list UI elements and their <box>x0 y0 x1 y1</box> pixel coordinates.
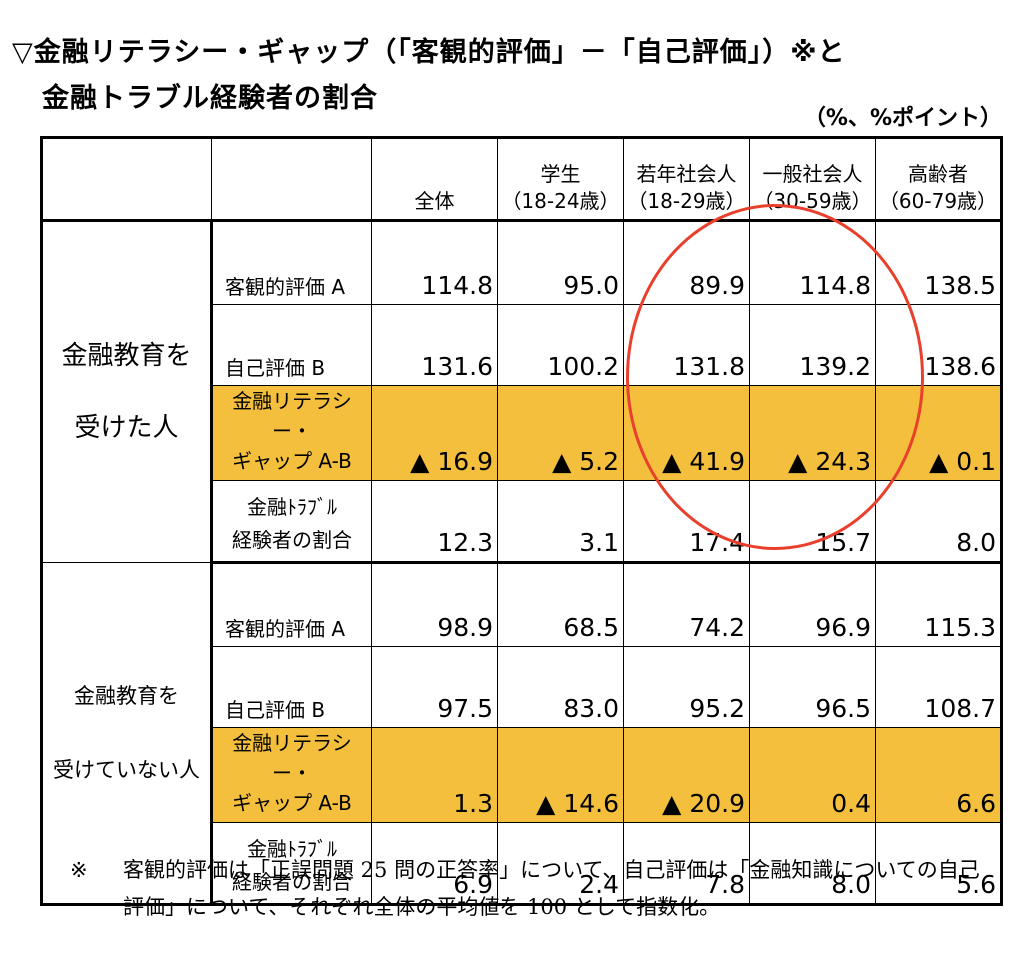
table-cell: 12.3 <box>372 481 498 563</box>
table-cell: 95.2 <box>624 647 750 728</box>
row-label: 金融ﾄﾗﾌﾞﾙ 経験者の割合 <box>212 481 372 563</box>
table-cell: ▲ 41.9 <box>624 386 750 481</box>
table-row: 金融教育を 受けた人 客観的評価 A 114.8 95.0 89.9 114.8… <box>42 221 1002 305</box>
row-label: 自己評価 B <box>212 305 372 386</box>
table-cell: 139.2 <box>750 305 876 386</box>
table-cell: 96.5 <box>750 647 876 728</box>
table-cell: 97.5 <box>372 647 498 728</box>
document-subtitle: 金融トラブル経験者の割合 <box>42 76 378 115</box>
column-header: 全体 <box>372 138 498 221</box>
table-cell: 98.9 <box>372 563 498 647</box>
table-cell: 138.5 <box>876 221 1002 305</box>
table-cell: ▲ 5.2 <box>498 386 624 481</box>
table-cell: 131.8 <box>624 305 750 386</box>
column-header: 若年社会人 （18-29歳） <box>624 138 750 221</box>
table-cell: 95.0 <box>498 221 624 305</box>
table-cell: ▲ 24.3 <box>750 386 876 481</box>
row-label: 自己評価 B <box>212 647 372 728</box>
footnote-mark: ※ <box>70 852 88 889</box>
table-cell: 83.0 <box>498 647 624 728</box>
literacy-gap-table: 全体 学生 （18-24歳） 若年社会人 （18-29歳） 一般社会人 （30-… <box>40 136 1003 906</box>
row-label: 金融リテラシー・ ギャップ A-B <box>212 728 372 823</box>
column-header: 一般社会人 （30-59歳） <box>750 138 876 221</box>
table-cell: 89.9 <box>624 221 750 305</box>
table-cell: 17.4 <box>624 481 750 563</box>
footnote: ※ 客観的評価は「正誤問題 25 問の正答率」について、自己評価は「金融知識につ… <box>70 852 1000 926</box>
footnote-text: 客観的評価は「正誤問題 25 問の正答率」について、自己評価は「金融知識について… <box>123 852 1000 926</box>
table-row: 金融教育を 受けていない人 客観的評価 A 98.9 68.5 74.2 96.… <box>42 563 1002 647</box>
table-cell: ▲ 16.9 <box>372 386 498 481</box>
row-label: 客観的評価 A <box>212 221 372 305</box>
table-cell: 8.0 <box>876 481 1002 563</box>
table-cell: 138.6 <box>876 305 1002 386</box>
table-cell: 96.9 <box>750 563 876 647</box>
table-cell: 0.4 <box>750 728 876 823</box>
column-header: 高齢者 （60-79歳） <box>876 138 1002 221</box>
table-cell: 131.6 <box>372 305 498 386</box>
table-cell: 115.3 <box>876 563 1002 647</box>
table-cell: ▲ 0.1 <box>876 386 1002 481</box>
table-cell: 74.2 <box>624 563 750 647</box>
table-cell: 15.7 <box>750 481 876 563</box>
table-cell: 68.5 <box>498 563 624 647</box>
document-title: ▽金融リテラシー・ギャップ（「客観的評価」－「自己評価」）※と <box>12 30 845 69</box>
row-label: 客観的評価 A <box>212 563 372 647</box>
header-empty-2 <box>212 138 372 221</box>
unit-label: （%、%ポイント） <box>804 100 1002 132</box>
group-label: 金融教育を 受けた人 <box>42 221 212 563</box>
table-cell: ▲ 14.6 <box>498 728 624 823</box>
table-cell: 100.2 <box>498 305 624 386</box>
row-label: 金融リテラシー・ ギャップ A-B <box>212 386 372 481</box>
table-cell: 114.8 <box>750 221 876 305</box>
table-cell: ▲ 20.9 <box>624 728 750 823</box>
table-cell: 6.6 <box>876 728 1002 823</box>
table-cell: 1.3 <box>372 728 498 823</box>
table-cell: 108.7 <box>876 647 1002 728</box>
column-header: 学生 （18-24歳） <box>498 138 624 221</box>
header-empty-1 <box>42 138 212 221</box>
table-cell: 3.1 <box>498 481 624 563</box>
table-cell: 114.8 <box>372 221 498 305</box>
